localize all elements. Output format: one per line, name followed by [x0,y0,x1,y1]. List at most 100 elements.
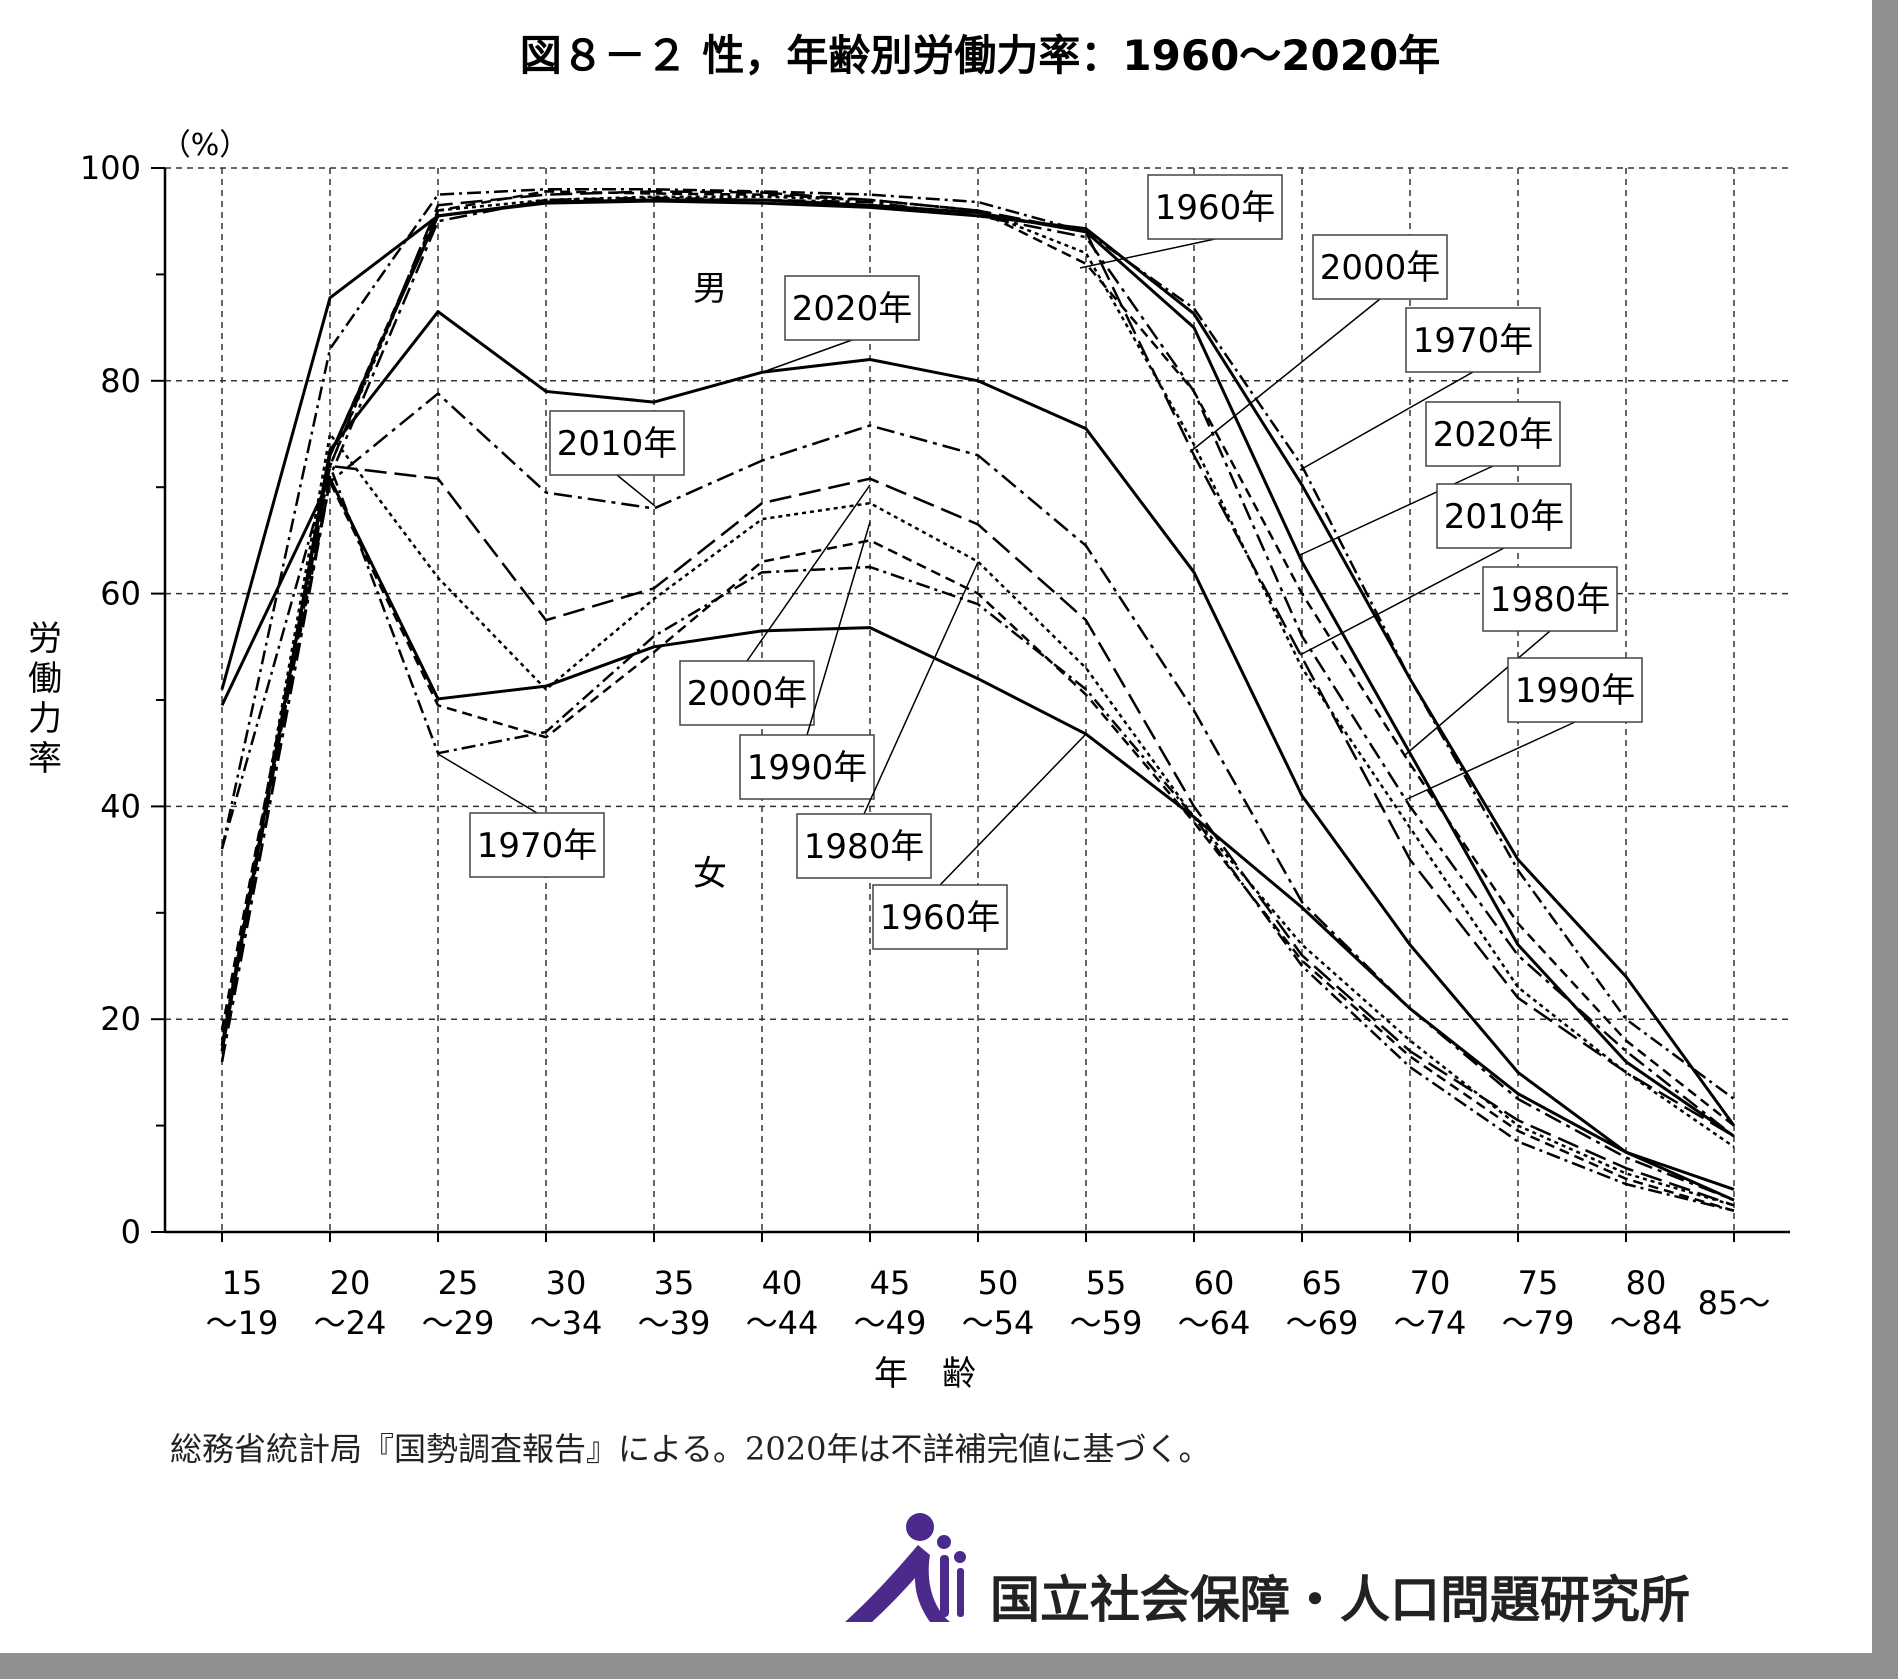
annotation-female-1990: 1990年 [739,521,875,800]
series-line-female-2010 [220,392,1735,1202]
annotation-label: 1980年 [804,827,925,867]
annotation-female-2010: 2010年 [549,410,685,507]
y-tick-label: 0 [121,1213,141,1251]
annotation-label: 1990年 [747,748,868,788]
annotation-label: 2020年 [1433,415,1554,455]
x-tick-label: ～44 [746,1304,819,1342]
annotation-label: 1970年 [477,826,598,866]
annotation-box [1482,566,1618,632]
logo-dot-small-icon [937,1535,951,1549]
annotation-box [739,734,875,800]
annotation-female-1970: 1970年 [437,753,605,878]
x-tick-label: ～59 [1070,1304,1143,1342]
y-axis-title: 労働力率 [28,619,62,779]
x-tick-label: 35 [654,1264,695,1302]
annotation-leader [1189,298,1381,453]
annotation-leader [1299,547,1505,656]
organization-name: 国立社会保障・人口問題研究所 [990,1571,1690,1629]
x-tick-label: 15 [222,1264,263,1302]
logo-bar-small-icon [957,1568,964,1617]
annotation-male-2000: 2000年 [1189,234,1448,453]
x-tick-label: ～74 [1394,1304,1467,1342]
annotation-label: 1960年 [1155,188,1276,228]
y-tick-label: 80 [100,362,141,400]
annotation-female-1960: 1960年 [872,733,1087,950]
annotation-leader [1299,465,1494,556]
annotation-male-1960: 1960年 [1079,174,1283,269]
series-line-female-2020 [220,310,1735,1202]
annotation-male-2010: 2010年 [1299,483,1572,656]
series-line-male-2010 [220,196,1735,1138]
annotation-leader [1404,721,1576,801]
annotation-box [1436,483,1572,549]
x-tick-label: 45 [870,1264,911,1302]
annotation-box [549,410,685,476]
annotation-box [469,812,605,878]
series-lines [220,188,1736,1212]
annotation-box [1405,307,1541,373]
annotation-female-2020: 2020年 [762,275,920,373]
x-tick-label: ～19 [206,1304,279,1342]
series-line-female-1980 [220,480,1735,1212]
x-tick-label: ～39 [638,1304,711,1342]
annotation-leader [616,474,656,507]
annotation-female-2000: 2000年 [679,484,871,726]
annotation-label: 2000年 [687,674,808,714]
x-tick-label: 85～ [1698,1284,1771,1322]
logo-dot-tiny-icon [954,1551,966,1563]
y-tick-label: 100 [80,149,141,187]
annotation-label: 2010年 [1444,497,1565,537]
annotation-box [1147,174,1283,240]
annotation-leader [437,753,538,814]
annotation-label: 1970年 [1413,321,1534,361]
chart-title: 図８－２ 性，年齢別労働力率：1960～2020年 [520,31,1440,80]
x-tick-label: 30 [546,1264,587,1302]
x-tick-label: 25 [438,1264,479,1302]
series-line-male-1970 [220,188,1735,1101]
logo-dot-icon [906,1513,934,1541]
y-tick-label: 60 [100,575,141,613]
annotation-leader [746,484,871,662]
annotation-label: 2000年 [1320,248,1441,288]
x-tick-label: ～34 [530,1304,603,1342]
x-tick-label: ～64 [1178,1304,1251,1342]
group-label-male: 男 [693,269,727,309]
x-tick-label: ～29 [422,1304,495,1342]
annotation-female-1980: 1980年 [796,561,979,879]
y-axis-title-char: 働 [28,659,62,699]
annotation-male-2020: 2020年 [1299,401,1561,556]
y-axis-title-char: 率 [28,739,62,779]
annotation-male-1970: 1970年 [1299,307,1541,471]
annotation-box [1507,657,1643,723]
annotation-label: 2020年 [792,289,913,329]
x-tick-label: 40 [762,1264,803,1302]
x-axis-title: 年 齢 [874,1354,976,1394]
annotation-male-1990: 1990年 [1404,657,1643,801]
x-tick-label: 70 [1410,1264,1451,1302]
series-line-female-1960 [220,477,1735,1191]
annotation-leader [1079,238,1216,269]
ipss-logo: 国立社会保障・人口問題研究所 [845,1513,1690,1629]
annotations: 1960年 2000年 1970年 2020年 2010年 1980年 1990年 2020年… [437,174,1643,950]
y-tick-label: 20 [100,1000,141,1038]
annotation-male-1980: 1980年 [1404,566,1618,756]
x-tick-label: ～79 [1502,1304,1575,1342]
annotation-label: 1980年 [1490,580,1611,620]
annotation-box [796,813,932,879]
x-tick-label: ～54 [962,1304,1035,1342]
annotation-leader [1404,630,1551,756]
annotation-box [784,275,920,341]
series-line-male-2000 [220,190,1735,1138]
x-tick-label: 75 [1518,1264,1559,1302]
labor-force-chart: 図８－２ 性，年齢別労働力率：1960～2020年 （%） 年 齢 0 20 40 6… [28,31,1790,1629]
annotation-box [1425,401,1561,467]
logo-figure-icon [845,1545,950,1622]
x-tick-label: 20 [330,1264,371,1302]
series-line-female-2000 [220,464,1735,1207]
annotation-box [872,884,1008,950]
x-tick-label: 55 [1086,1264,1127,1302]
annotation-leader [1299,371,1474,471]
annotation-leader [762,339,853,373]
annotation-label: 2010年 [557,424,678,464]
